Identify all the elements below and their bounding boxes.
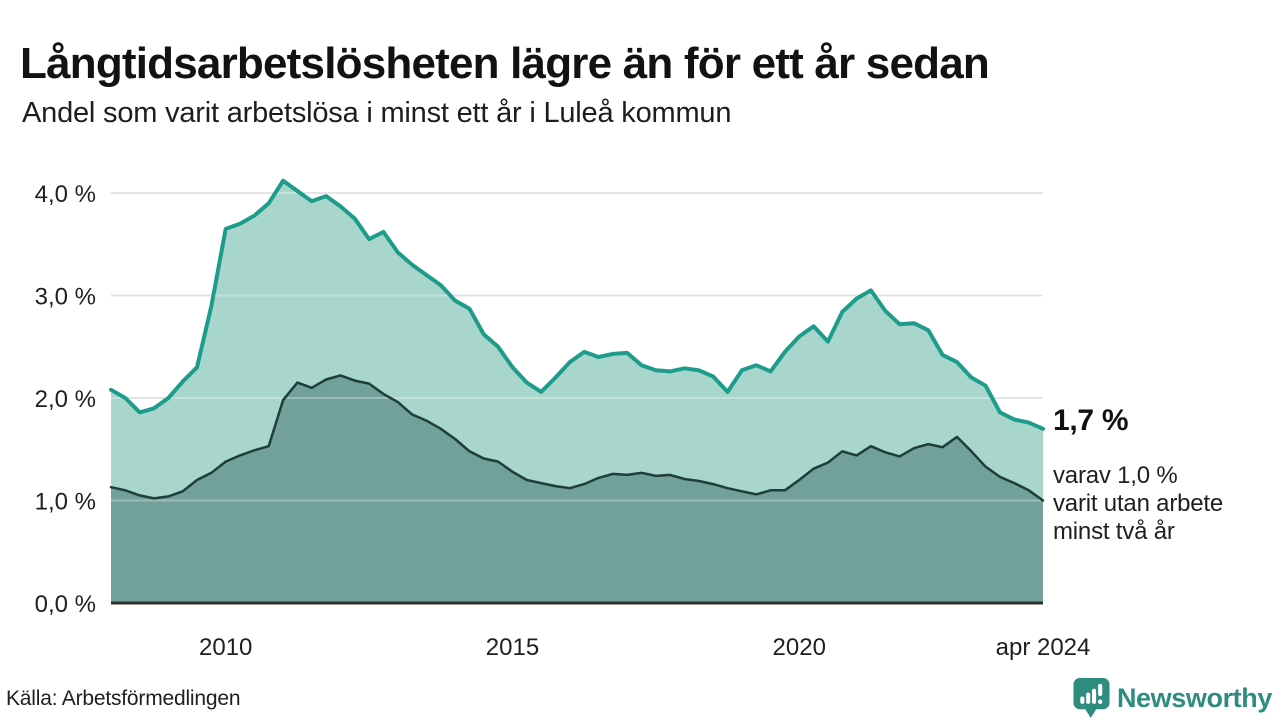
annotation-line-3: minst två år: [1053, 518, 1175, 545]
newsworthy-logo: Newsworthy: [1073, 677, 1272, 719]
x-tick-label: 2010: [199, 634, 252, 661]
y-tick-label: 2,0 %: [35, 386, 96, 413]
y-tick-label: 0,0 %: [35, 591, 96, 618]
unemployed-2yr-line: [109, 374, 1045, 502]
y-tick-label: 1,0 %: [35, 489, 96, 516]
annotation-line-2: varit utan arbete: [1053, 490, 1224, 517]
y-tick-label: 3,0 %: [35, 284, 96, 311]
x-tick-label: apr 2024: [996, 634, 1091, 661]
y-tick-label: 4,0 %: [35, 181, 96, 208]
unemployed-2yr-area: [111, 375, 1043, 603]
annotation-line-1: varav 1,0 %: [1053, 462, 1178, 489]
unemployed-1yr-line: [109, 178, 1045, 431]
x-tick-label: 2015: [486, 634, 539, 661]
source-caption: Källa: Arbetsförmedlingen: [6, 687, 241, 710]
latest-value-label: 1,7 %: [1053, 404, 1129, 437]
page-title: Långtidsarbetslösheten lägre än för ett …: [20, 39, 990, 89]
newsworthy-wordmark: Newsworthy: [1116, 682, 1272, 713]
newsworthy-bubble-chart-icon: [1073, 678, 1110, 718]
chart-subtitle: Andel som varit arbetslösa i minst ett å…: [22, 97, 732, 129]
x-tick-label: 2020: [773, 634, 826, 661]
latest-value-annotation: 1,7 % varav 1,0 % varit utan arbete mins…: [1053, 404, 1273, 546]
